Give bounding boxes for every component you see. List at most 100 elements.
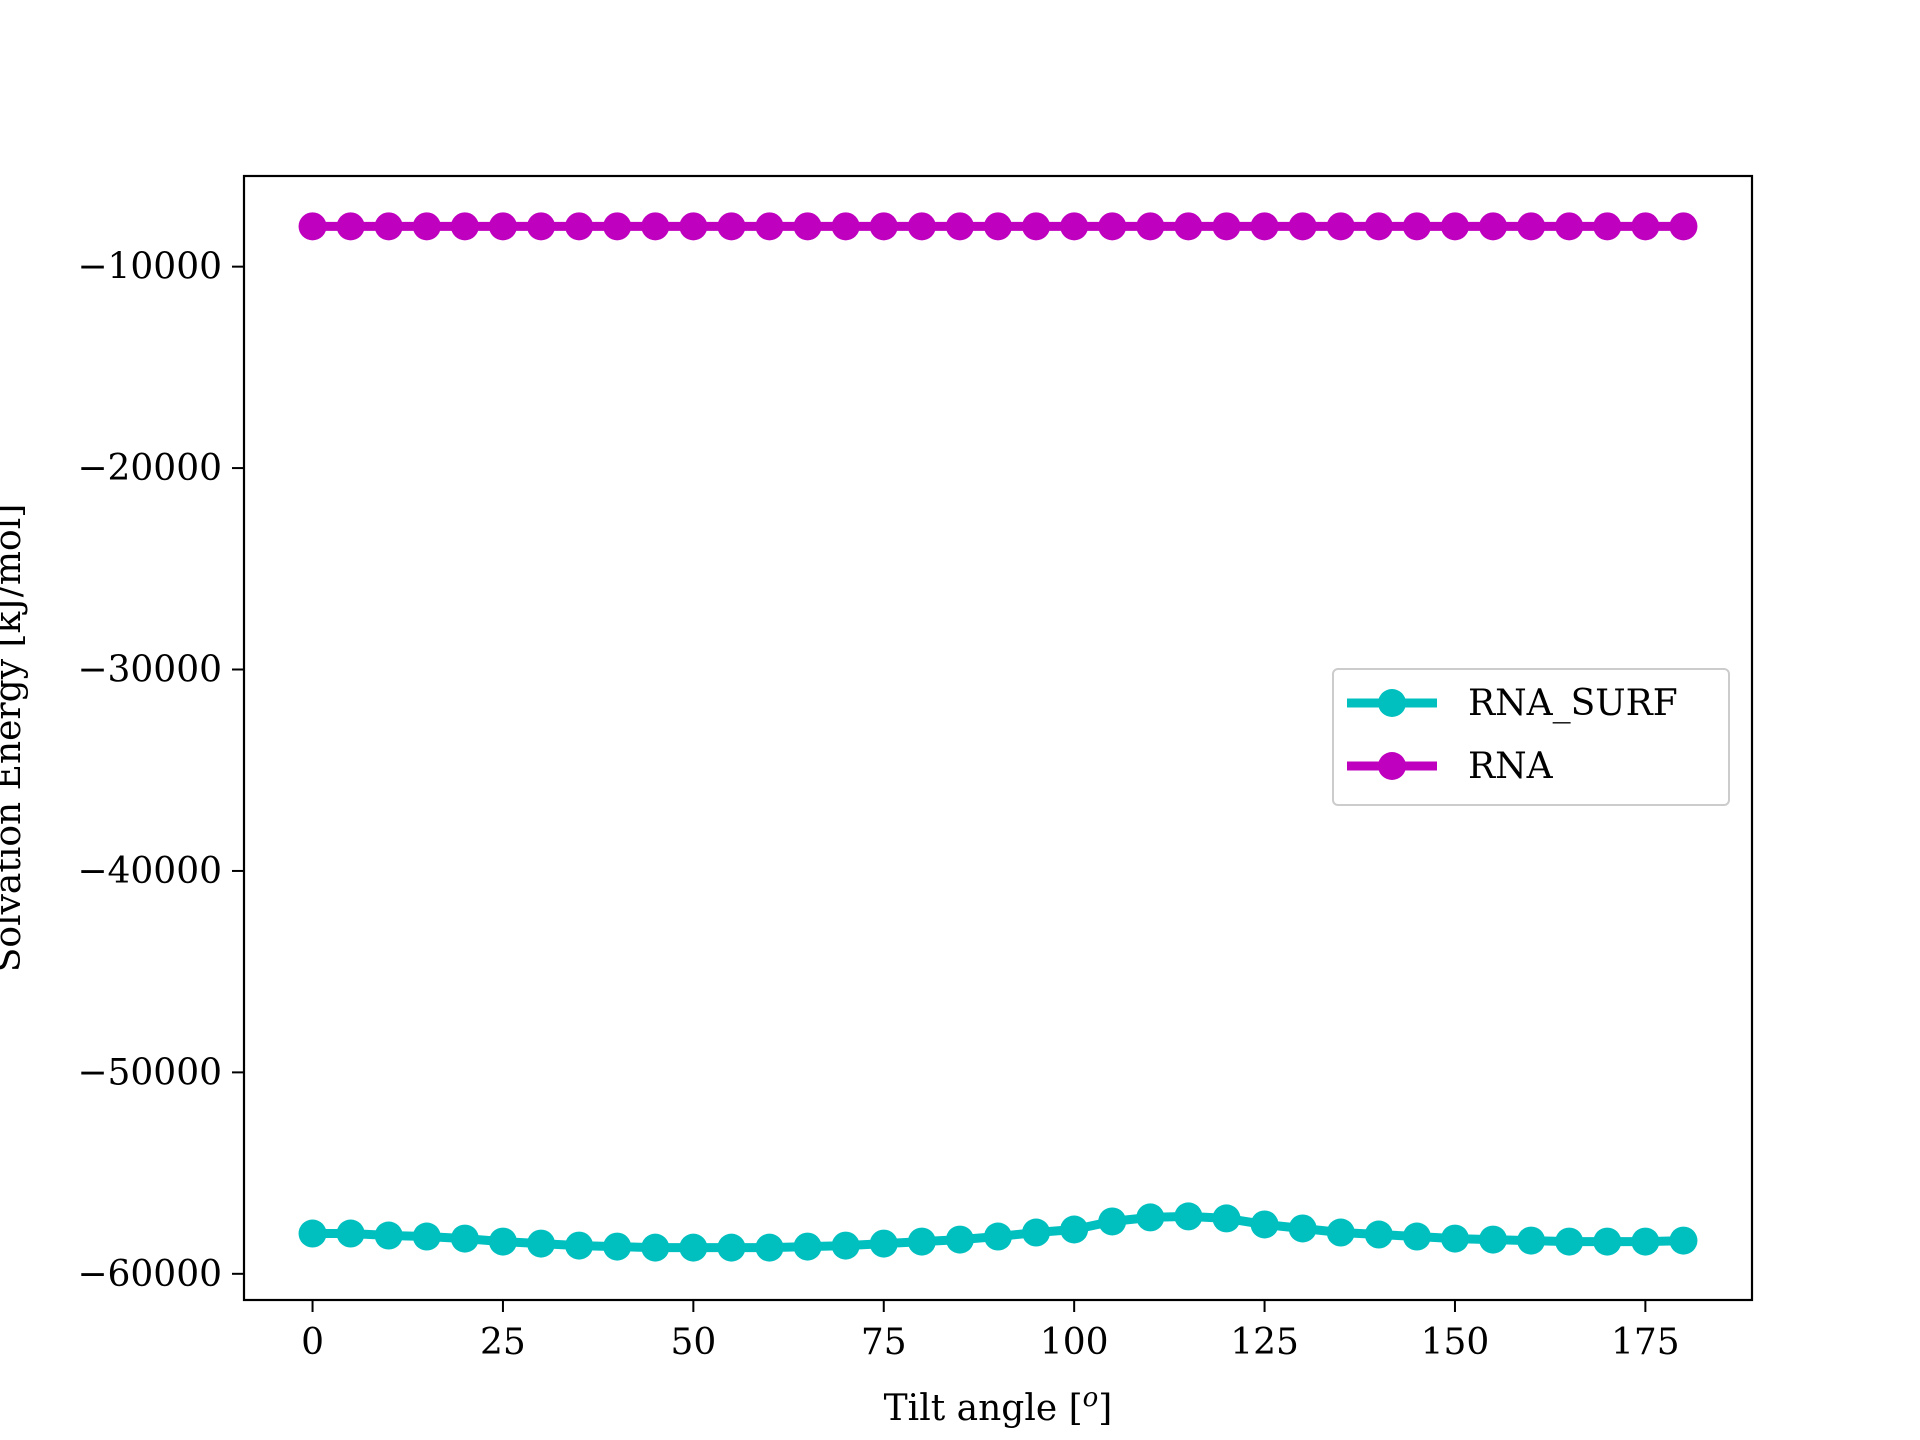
- data-point-rna: [869, 212, 898, 241]
- data-point-rna-surf: [1250, 1210, 1279, 1239]
- series-rna-surf: [298, 1202, 1698, 1262]
- data-point-rna-surf: [1555, 1227, 1584, 1256]
- data-point-rna: [907, 212, 936, 241]
- legend-label-rna: RNA: [1468, 746, 1554, 787]
- data-point-rna: [1440, 212, 1469, 241]
- y-tick-label: −30000: [77, 650, 222, 691]
- y-tick-label: −50000: [77, 1052, 222, 1093]
- data-point-rna: [1631, 212, 1660, 241]
- data-point-rna: [565, 212, 594, 241]
- data-point-rna-surf: [1517, 1226, 1546, 1255]
- data-point-rna-surf: [1326, 1218, 1355, 1247]
- data-point-rna: [1364, 212, 1393, 241]
- x-axis: 0 25 50 75 100 125 150 175: [301, 1300, 1680, 1363]
- data-point-rna-surf: [1098, 1207, 1127, 1236]
- x-tick-label: 125: [1230, 1322, 1299, 1363]
- data-point-rna: [603, 212, 632, 241]
- data-point-rna-surf: [945, 1225, 974, 1254]
- data-point-rna: [679, 212, 708, 241]
- data-point-rna: [450, 212, 479, 241]
- data-point-rna-surf: [603, 1232, 632, 1261]
- data-point-rna-surf: [984, 1222, 1012, 1251]
- data-point-rna-surf: [1136, 1203, 1165, 1232]
- data-point-rna-surf: [1593, 1227, 1622, 1256]
- data-point-rna: [1022, 212, 1051, 241]
- data-point-rna: [1098, 212, 1127, 241]
- legend-label-rna-surf: RNA_SURF: [1468, 683, 1678, 724]
- data-point-rna-surf: [412, 1222, 441, 1251]
- data-point-rna: [1593, 212, 1622, 241]
- data-point-rna: [1136, 212, 1165, 241]
- y-tick-label: −40000: [77, 851, 222, 892]
- data-point-rna-surf: [298, 1219, 327, 1248]
- data-point-rna-surf: [450, 1224, 479, 1253]
- data-point-rna: [984, 212, 1012, 241]
- data-point-rna: [527, 212, 556, 241]
- data-point-rna: [1212, 212, 1241, 241]
- data-point-rna-surf: [1174, 1202, 1203, 1231]
- legend: RNA_SURF RNA: [1332, 668, 1730, 806]
- data-point-rna-surf: [527, 1229, 556, 1258]
- x-axis-label: Tilt angle [o]: [884, 1383, 1113, 1429]
- data-point-rna-surf: [641, 1233, 670, 1262]
- x-tick-label: 50: [670, 1322, 716, 1363]
- x-tick-label: 75: [861, 1322, 907, 1363]
- data-point-rna: [1479, 212, 1508, 241]
- data-point-rna-surf: [1060, 1215, 1089, 1244]
- data-point-rna-surf: [488, 1227, 517, 1256]
- data-point-rna: [641, 212, 670, 241]
- data-point-rna: [1517, 212, 1546, 241]
- data-point-rna-surf: [1479, 1225, 1508, 1254]
- data-point-rna: [945, 212, 974, 241]
- data-point-rna: [1555, 212, 1584, 241]
- data-point-rna-surf: [1288, 1214, 1317, 1243]
- y-axis-label: Solvation Energy [kJ/mol]: [0, 504, 29, 973]
- legend-marker-rna: [1378, 752, 1406, 780]
- data-point-rna-surf: [1631, 1227, 1660, 1256]
- data-point-rna-surf: [869, 1229, 898, 1258]
- x-tick-label: 25: [480, 1322, 526, 1363]
- data-point-rna: [1174, 212, 1203, 241]
- data-point-rna: [374, 212, 403, 241]
- data-point-rna: [1402, 212, 1431, 241]
- data-point-rna-surf: [1440, 1224, 1469, 1253]
- data-point-rna-surf: [717, 1233, 746, 1262]
- data-point-rna: [412, 212, 441, 241]
- data-point-rna: [1326, 212, 1355, 241]
- data-point-rna-surf: [755, 1233, 784, 1262]
- plot-frame: [242, 174, 1754, 1302]
- data-point-rna: [1250, 212, 1279, 241]
- data-point-rna-surf: [374, 1221, 403, 1250]
- y-tick-label: −10000: [77, 247, 222, 288]
- series-rna: [298, 212, 1698, 241]
- data-point-rna-surf: [1022, 1218, 1051, 1247]
- series-layer: [298, 212, 1698, 1262]
- legend-marker-rna-surf: [1378, 689, 1406, 717]
- x-tick-label: 100: [1040, 1322, 1109, 1363]
- x-tick-label: 150: [1421, 1322, 1490, 1363]
- data-point-rna: [793, 212, 822, 241]
- x-tick-label: 175: [1611, 1322, 1680, 1363]
- data-point-rna: [336, 212, 365, 241]
- data-point-rna: [1060, 212, 1089, 241]
- data-point-rna: [755, 212, 784, 241]
- data-point-rna-surf: [679, 1233, 708, 1262]
- data-point-rna: [488, 212, 517, 241]
- data-point-rna-surf: [907, 1227, 936, 1256]
- x-axis-label-superscript: o: [1083, 1383, 1099, 1413]
- data-point-rna-surf: [336, 1219, 365, 1248]
- data-point-rna-surf: [1402, 1222, 1431, 1251]
- data-point-rna: [831, 212, 860, 241]
- data-point-rna: [1288, 212, 1317, 241]
- data-point-rna-surf: [793, 1232, 822, 1261]
- data-point-rna: [298, 212, 327, 241]
- y-tick-label: −60000: [77, 1254, 222, 1295]
- data-point-rna-surf: [831, 1231, 860, 1260]
- x-tick-label: 0: [301, 1322, 324, 1363]
- data-point-rna-surf: [1212, 1204, 1241, 1233]
- data-point-rna-surf: [1669, 1226, 1698, 1255]
- data-point-rna-surf: [565, 1231, 594, 1260]
- data-point-rna-surf: [1364, 1220, 1393, 1249]
- data-point-rna: [1669, 212, 1698, 241]
